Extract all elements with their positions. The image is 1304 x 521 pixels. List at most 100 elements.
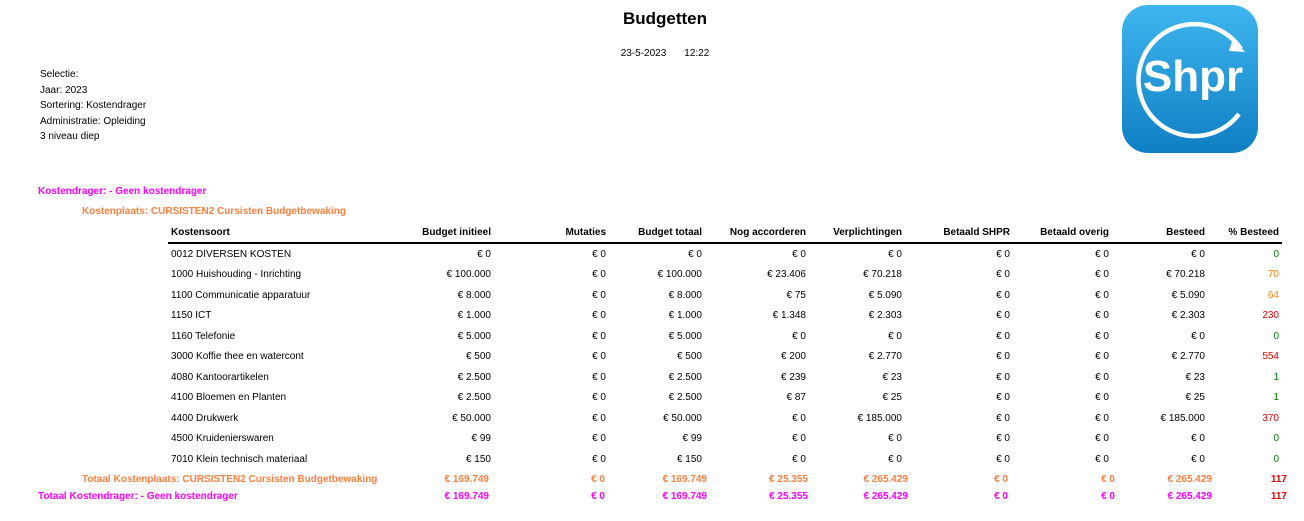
table-row: 4400 Drukwerk € 50.000 € 0 € 50.000 € 0 € 185…	[168, 408, 1282, 429]
cell-betaald-shpr: € 0	[996, 248, 1010, 260]
table-row: 1160 Telefonie € 5.000 € 0 € 5.000 € 0 € 0 € 0…	[168, 326, 1282, 347]
cell-besteed: € 25	[1185, 392, 1205, 404]
cell-verplichtingen: € 0	[888, 433, 902, 445]
cell-kostensoort: 1000 Huishouding - Inrichting	[171, 269, 302, 281]
total-cell: € 0	[591, 474, 605, 485]
cell-mutaties: € 0	[592, 269, 606, 281]
total-cell: € 265.429	[1167, 491, 1213, 502]
cell-budget-totaal: € 1.000	[668, 310, 702, 322]
col-mutaties: Mutaties	[494, 222, 609, 244]
col-besteed: Besteed	[1112, 222, 1208, 244]
total-cell: 117	[1270, 491, 1287, 502]
report-datetime: 23-5-2023 12:22	[0, 48, 1304, 59]
cell-nog-accorderen: € 0	[792, 248, 806, 260]
cell-pct: 0	[1273, 248, 1279, 260]
cell-besteed: € 23	[1185, 371, 1205, 383]
total-cell: € 265.429	[863, 491, 909, 502]
cell-betaald-overig: € 0	[1095, 412, 1109, 424]
cell-mutaties: € 0	[592, 330, 606, 342]
cell-kostensoort: 4400 Drukwerk	[171, 412, 239, 424]
cell-nog-accorderen: € 1.348	[772, 310, 806, 322]
cell-budget-totaal: € 2.500	[668, 392, 702, 404]
cell-budget-initieel: € 99	[471, 433, 491, 445]
cell-verplichtingen: € 0	[888, 453, 902, 465]
cell-pct: 64	[1267, 289, 1279, 301]
report-title: Budgetten	[622, 9, 708, 28]
cell-betaald-overig: € 0	[1095, 351, 1109, 363]
cell-betaald-overig: € 0	[1095, 330, 1109, 342]
cell-nog-accorderen: € 200	[780, 351, 806, 363]
cell-betaald-overig: € 0	[1095, 392, 1109, 404]
cell-kostensoort: 0012 DIVERSEN KOSTEN	[171, 248, 292, 260]
cell-mutaties: € 0	[592, 392, 606, 404]
cell-verplichtingen: € 5.090	[868, 289, 902, 301]
cell-nog-accorderen: € 75	[786, 289, 806, 301]
cell-budget-initieel: € 0	[477, 248, 491, 260]
cell-betaald-shpr: € 0	[996, 453, 1010, 465]
cell-budget-initieel: € 100.000	[446, 269, 492, 281]
cell-besteed: € 2.770	[1171, 351, 1205, 363]
col-nog-accorderen: Nog accorderen	[705, 222, 809, 244]
cell-betaald-shpr: € 0	[996, 412, 1010, 424]
cell-pct: 0	[1273, 453, 1279, 465]
cell-betaald-overig: € 0	[1095, 433, 1109, 445]
report-date: 23-5-2023	[620, 48, 667, 59]
cell-pct: 0	[1273, 330, 1279, 342]
cell-betaald-shpr: € 0	[996, 310, 1010, 322]
total-cell: € 0	[1101, 474, 1115, 485]
budget-table: Kostensoort Budget initieel Mutaties Bud…	[168, 222, 1282, 470]
cell-pct: 370	[1262, 412, 1279, 424]
cell-nog-accorderen: € 0	[792, 453, 806, 465]
cell-budget-totaal: € 5.000	[668, 330, 702, 342]
cell-besteed: € 70.218	[1166, 269, 1205, 281]
cell-pct: 1	[1273, 371, 1279, 383]
cell-nog-accorderen: € 23.406	[767, 269, 806, 281]
cell-besteed: € 0	[1191, 433, 1205, 445]
cell-pct: 554	[1262, 351, 1279, 363]
selection-sorting: Sortering: Kostendrager	[40, 100, 147, 111]
cell-budget-totaal: € 8.000	[668, 289, 702, 301]
cell-budget-initieel: € 500	[465, 351, 491, 363]
total-cell: € 169.749	[662, 491, 708, 502]
table-row: 4100 Bloemen en Planten € 2.500 € 0 € 2.500…	[168, 388, 1282, 409]
cell-pct: 0	[1273, 433, 1279, 445]
total-cell: € 0	[1101, 491, 1115, 502]
cell-kostensoort: 7010 Klein technisch materiaal	[171, 453, 308, 465]
cell-betaald-overig: € 0	[1095, 269, 1109, 281]
cell-besteed: € 2.303	[1171, 310, 1205, 322]
cell-mutaties: € 0	[592, 371, 606, 383]
cell-budget-initieel: € 50.000	[452, 412, 491, 424]
col-budget-totaal: Budget totaal	[609, 222, 705, 244]
shpr-logo: Shpr	[1121, 4, 1259, 154]
cell-verplichtingen: € 185.000	[857, 412, 903, 424]
table-row: 1000 Huishouding - Inrichting € 100.000 € …	[168, 265, 1282, 286]
col-budget-initieel: Budget initieel	[340, 222, 494, 244]
cell-budget-initieel: € 8.000	[457, 289, 491, 301]
cell-verplichtingen: € 2.770	[868, 351, 902, 363]
col-kostensoort: Kostensoort	[168, 222, 340, 244]
cell-kostensoort: 1160 Telefonie	[171, 330, 236, 342]
total-cell: € 0	[994, 474, 1008, 485]
cell-betaald-shpr: € 0	[996, 433, 1010, 445]
cell-nog-accorderen: € 0	[792, 433, 806, 445]
cell-pct: 70	[1267, 269, 1279, 281]
cell-betaald-shpr: € 0	[996, 330, 1010, 342]
total-cell: € 265.429	[863, 474, 909, 485]
cell-betaald-shpr: € 0	[996, 371, 1010, 383]
total-cell: € 169.749	[444, 474, 490, 485]
cell-betaald-overig: € 0	[1095, 371, 1109, 383]
table-row: 0012 DIVERSEN KOSTEN € 0 € 0 € 0 € 0 € 0 € 0 € …	[168, 243, 1282, 265]
cell-betaald-shpr: € 0	[996, 392, 1010, 404]
total-cell: € 169.749	[444, 491, 490, 502]
cell-budget-initieel: € 150	[465, 453, 491, 465]
col-pct-besteed: % Besteed	[1208, 222, 1282, 244]
cell-betaald-overig: € 0	[1095, 248, 1109, 260]
report-time: 12:22	[684, 48, 710, 59]
total-cell: € 265.429	[1167, 474, 1213, 485]
cell-budget-initieel: € 2.500	[457, 371, 491, 383]
cell-betaald-overig: € 0	[1095, 289, 1109, 301]
selection-administration: Administratie: Opleiding	[40, 115, 146, 127]
total-cell: € 25.355	[769, 474, 808, 485]
cell-nog-accorderen: € 0	[792, 330, 806, 342]
selection-label: Selectie:	[40, 69, 79, 80]
